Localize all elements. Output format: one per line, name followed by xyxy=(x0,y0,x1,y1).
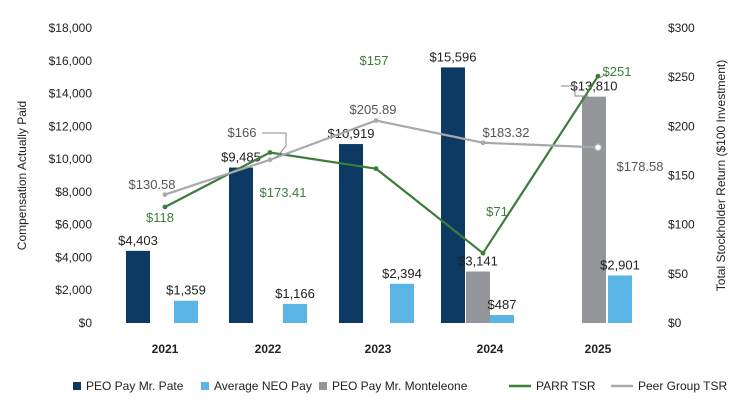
monteleone-2025-leader-line xyxy=(561,85,588,97)
line-point-peer-group-tsr xyxy=(267,157,273,163)
y-left-tick-label: $18,000 xyxy=(49,21,93,35)
legend-swatch-average-neo-pay xyxy=(201,382,209,390)
line-point-peer-group-tsr xyxy=(593,143,603,152)
legend-label: Peer Group TSR xyxy=(638,379,727,393)
y-right-tick-label: $0 xyxy=(668,316,682,330)
x-category-label: 2023 xyxy=(365,342,392,356)
x-category-label: 2024 xyxy=(477,342,504,356)
bar-data-label: $10,919 xyxy=(328,126,375,141)
bar-data-label: $1,166 xyxy=(275,286,315,301)
legend-swatch-peo-pay-mr-monteleone xyxy=(319,382,327,390)
peer-tsr-data-label: $205.89 xyxy=(350,102,397,117)
peer-tsr-data-label: $183.32 xyxy=(483,125,530,140)
y-right-tick-label: $300 xyxy=(668,21,695,35)
peer-tsr-data-label: $130.58 xyxy=(129,177,176,192)
y-left-tick-label: $0 xyxy=(79,316,93,330)
y-left-tick-label: $4,000 xyxy=(55,250,92,264)
line-point-peer-group-tsr xyxy=(162,192,168,197)
line-point-peer-group-tsr xyxy=(480,140,486,146)
bar-data-label: $3,141 xyxy=(458,254,498,269)
y-left-axis-title: Compensation Actually Paid xyxy=(15,101,29,250)
line-point-peer-group-tsr xyxy=(373,118,379,123)
bar-peo-pay-mr-monteleone xyxy=(466,271,490,323)
y-left-tick-label: $8,000 xyxy=(55,185,92,199)
y-left-tick-label: $16,000 xyxy=(49,54,93,68)
y-left-tick-label: $6,000 xyxy=(55,218,92,232)
x-category-label: 2022 xyxy=(255,342,282,356)
y-left-tick-label: $10,000 xyxy=(49,152,93,166)
bar-average-neo-pay xyxy=(174,300,198,323)
bar-average-neo-pay xyxy=(490,315,514,323)
y-right-tick-label: $100 xyxy=(668,218,695,232)
line-point-parr-tsr xyxy=(480,250,486,256)
parr-tsr-data-label: $251 xyxy=(603,64,632,79)
legend-label: PEO Pay Mr. Pate xyxy=(86,379,184,393)
line-point-parr-tsr xyxy=(267,150,273,155)
bar-average-neo-pay xyxy=(390,283,414,323)
bar-data-label: $487 xyxy=(488,297,517,312)
parr-tsr-data-label: $71 xyxy=(486,204,508,219)
bar-data-label: $2,901 xyxy=(600,257,640,272)
x-category-label: 2021 xyxy=(152,342,179,356)
parr-2025-leader-line xyxy=(599,73,607,79)
legend-swatch-peo-pay-mr-pate xyxy=(73,382,81,390)
peer-tsr-data-label: $166 xyxy=(228,125,257,140)
parr-tsr-data-label: $118 xyxy=(146,210,174,225)
y-right-tick-label: $50 xyxy=(668,267,688,281)
bar-peo-pay-mr-pate xyxy=(126,250,150,323)
bar-data-label: $2,394 xyxy=(382,266,422,281)
bar-peo-pay-mr-monteleone xyxy=(582,96,606,324)
bar-data-label: $1,359 xyxy=(166,283,206,298)
bar-peo-pay-mr-pate xyxy=(229,167,253,323)
y-right-axis-title: Total Stockholder Return ($100 Investmen… xyxy=(714,60,728,291)
bar-data-label: $13,810 xyxy=(571,79,618,94)
legend-label: PARR TSR xyxy=(536,379,596,393)
peer-tsr-data-label: $178.58 xyxy=(617,159,664,174)
y-left-tick-label: $2,000 xyxy=(55,283,92,297)
bar-peo-pay-mr-pate xyxy=(339,144,363,323)
peer-2022-leader-line xyxy=(262,132,287,159)
bar-data-label: $4,403 xyxy=(118,233,158,248)
y-right-tick-label: $250 xyxy=(668,70,695,84)
line-point-parr-tsr xyxy=(162,204,168,210)
legend-label: PEO Pay Mr. Monteleone xyxy=(332,379,468,393)
bar-average-neo-pay xyxy=(608,275,632,323)
y-right-tick-label: $200 xyxy=(668,119,695,133)
line-point-parr-tsr xyxy=(373,166,379,172)
parr-tsr-data-label: $173.41 xyxy=(260,185,307,200)
parr-tsr-data-label: $157 xyxy=(360,53,389,68)
legend-label: Average NEO Pay xyxy=(214,379,312,393)
y-right-tick-label: $150 xyxy=(668,169,695,183)
y-left-tick-label: $14,000 xyxy=(49,87,93,101)
bar-average-neo-pay xyxy=(283,303,307,323)
y-left-tick-label: $12,000 xyxy=(49,119,93,133)
bar-data-label: $9,485 xyxy=(221,150,261,165)
x-category-label: 2025 xyxy=(585,342,612,356)
line-point-parr-tsr xyxy=(595,73,601,79)
bar-peo-pay-mr-pate xyxy=(441,67,465,323)
bar-data-label: $15,596 xyxy=(430,49,477,64)
